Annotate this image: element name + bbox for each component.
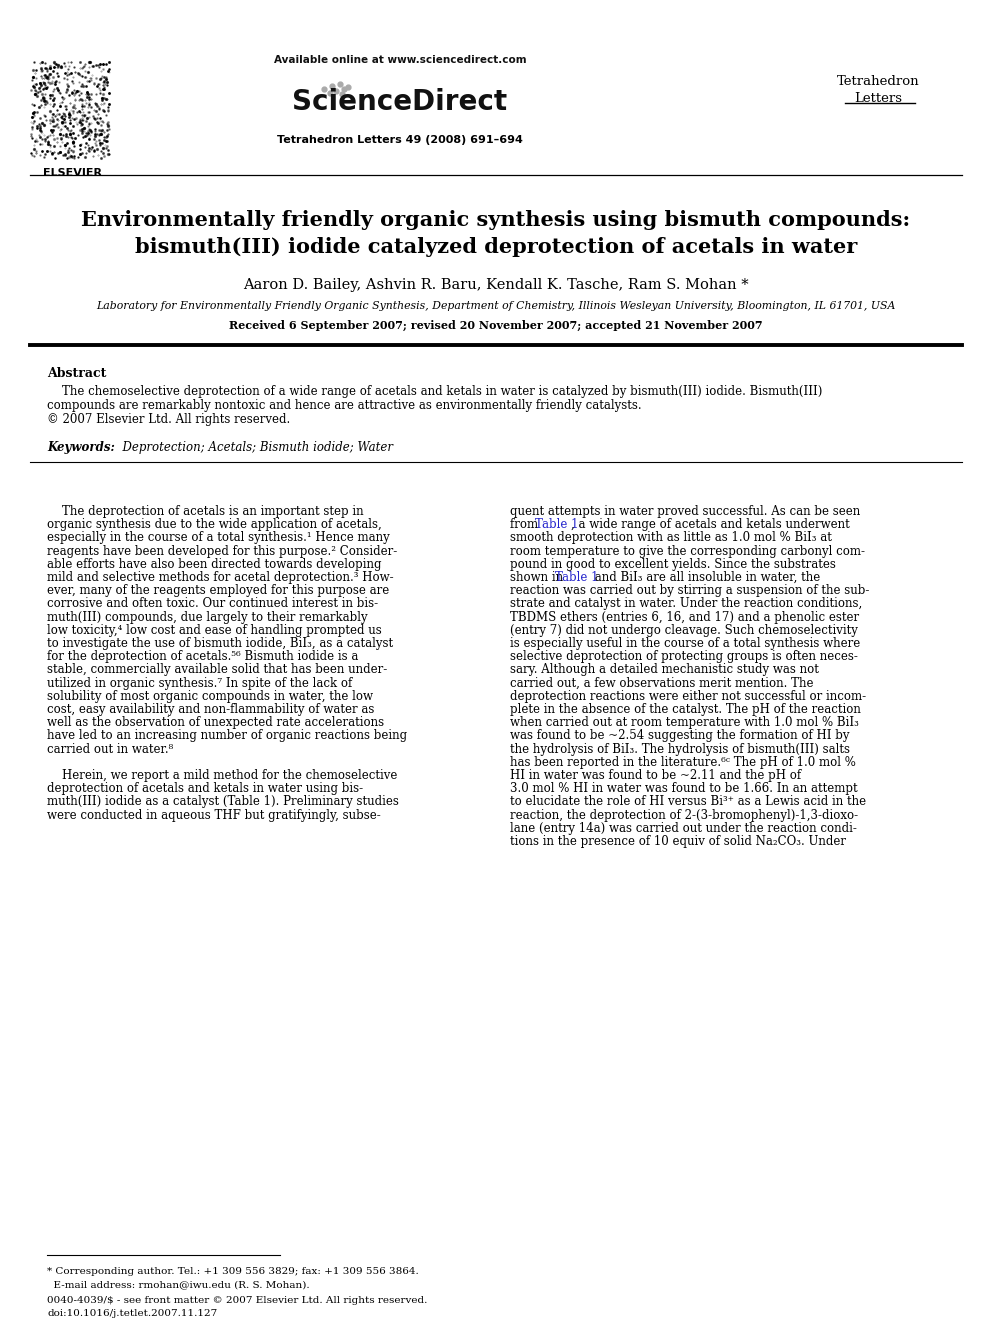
Text: Tetrahedron Letters 49 (2008) 691–694: Tetrahedron Letters 49 (2008) 691–694 [277,135,523,146]
Text: able efforts have also been directed towards developing: able efforts have also been directed tow… [47,558,382,570]
Text: tions in the presence of 10 equiv of solid Na₂CO₃. Under: tions in the presence of 10 equiv of sol… [510,835,846,848]
Text: selective deprotection of protecting groups is often neces-: selective deprotection of protecting gro… [510,650,858,663]
Text: corrosive and often toxic. Our continued interest in bis-: corrosive and often toxic. Our continued… [47,598,378,610]
Text: from: from [510,519,542,532]
Text: lane (entry 14a) was carried out under the reaction condi-: lane (entry 14a) was carried out under t… [510,822,857,835]
Text: to elucidate the role of HI versus Bi³⁺ as a Lewis acid in the: to elucidate the role of HI versus Bi³⁺ … [510,795,866,808]
Text: when carried out at room temperature with 1.0 mol % BiI₃: when carried out at room temperature wit… [510,716,859,729]
Text: utilized in organic synthesis.⁷ In spite of the lack of: utilized in organic synthesis.⁷ In spite… [47,676,352,689]
Text: compounds are remarkably nontoxic and hence are attractive as environmentally fr: compounds are remarkably nontoxic and he… [47,400,642,411]
Text: © 2007 Elsevier Ltd. All rights reserved.: © 2007 Elsevier Ltd. All rights reserved… [47,413,291,426]
Text: Abstract: Abstract [47,366,106,380]
Text: especially in the course of a total synthesis.¹ Hence many: especially in the course of a total synt… [47,532,390,544]
Text: the hydrolysis of BiI₃. The hydrolysis of bismuth(III) salts: the hydrolysis of BiI₃. The hydrolysis o… [510,742,850,755]
Text: ever, many of the reagents employed for this purpose are: ever, many of the reagents employed for … [47,585,389,597]
Text: E-mail address: rmohan@iwu.edu (R. S. Mohan).: E-mail address: rmohan@iwu.edu (R. S. Mo… [47,1279,310,1289]
Text: 0040-4039/$ - see front matter © 2007 Elsevier Ltd. All rights reserved.: 0040-4039/$ - see front matter © 2007 El… [47,1297,428,1304]
Text: was found to be ~2.54 suggesting the formation of HI by: was found to be ~2.54 suggesting the for… [510,729,849,742]
Text: solubility of most organic compounds in water, the low: solubility of most organic compounds in … [47,689,373,703]
Text: HI in water was found to be ~2.11 and the pH of: HI in water was found to be ~2.11 and th… [510,769,802,782]
Text: * Corresponding author. Tel.: +1 309 556 3829; fax: +1 309 556 3864.: * Corresponding author. Tel.: +1 309 556… [47,1267,419,1275]
Text: and BiI₃ are all insoluble in water, the: and BiI₃ are all insoluble in water, the [591,572,820,583]
Text: Environmentally friendly organic synthesis using bismuth compounds:: Environmentally friendly organic synthes… [81,210,911,230]
Text: muth(III) compounds, due largely to their remarkably: muth(III) compounds, due largely to thei… [47,611,368,623]
Text: mild and selective methods for acetal deprotection.³ How-: mild and selective methods for acetal de… [47,572,394,583]
Text: bismuth(III) iodide catalyzed deprotection of acetals in water: bismuth(III) iodide catalyzed deprotecti… [135,237,857,257]
Text: (entry 7) did not undergo cleavage. Such chemoselectivity: (entry 7) did not undergo cleavage. Such… [510,624,858,636]
Text: were conducted in aqueous THF but gratifyingly, subse-: were conducted in aqueous THF but gratif… [47,808,381,822]
Text: The chemoselective deprotection of a wide range of acetals and ketals in water i: The chemoselective deprotection of a wid… [47,385,822,398]
Text: The deprotection of acetals is an important step in: The deprotection of acetals is an import… [47,505,364,519]
Text: Tetrahedron: Tetrahedron [836,75,920,89]
Text: Deprotection; Acetals; Bismuth iodide; Water: Deprotection; Acetals; Bismuth iodide; W… [115,441,393,454]
Text: 3.0 mol % HI in water was found to be 1.66. In an attempt: 3.0 mol % HI in water was found to be 1.… [510,782,858,795]
Text: shown in: shown in [510,572,566,583]
Text: is especially useful in the course of a total synthesis where: is especially useful in the course of a … [510,636,860,650]
Text: well as the observation of unexpected rate accelerations: well as the observation of unexpected ra… [47,716,384,729]
Text: Received 6 September 2007; revised 20 November 2007; accepted 21 November 2007: Received 6 September 2007; revised 20 No… [229,320,763,331]
Text: have led to an increasing number of organic reactions being: have led to an increasing number of orga… [47,729,407,742]
Text: reagents have been developed for this purpose.² Consider-: reagents have been developed for this pu… [47,545,397,557]
Text: Letters: Letters [854,93,902,105]
Text: organic synthesis due to the wide application of acetals,: organic synthesis due to the wide applic… [47,519,382,532]
Text: carried out in water.⁸: carried out in water.⁸ [47,742,174,755]
Text: Table 1: Table 1 [556,572,599,583]
Text: low toxicity,⁴ low cost and ease of handling prompted us: low toxicity,⁴ low cost and ease of hand… [47,624,382,636]
Text: Aaron D. Bailey, Ashvin R. Baru, Kendall K. Tasche, Ram S. Mohan *: Aaron D. Bailey, Ashvin R. Baru, Kendall… [243,278,749,292]
Text: ELSEVIER: ELSEVIER [43,168,101,179]
Text: to investigate the use of bismuth iodide, BiI₃, as a catalyst: to investigate the use of bismuth iodide… [47,636,393,650]
Text: room temperature to give the corresponding carbonyl com-: room temperature to give the correspondi… [510,545,865,557]
Text: muth(III) iodide as a catalyst (Table 1). Preliminary studies: muth(III) iodide as a catalyst (Table 1)… [47,795,399,808]
Text: strate and catalyst in water. Under the reaction conditions,: strate and catalyst in water. Under the … [510,598,862,610]
Text: ScienceDirect: ScienceDirect [293,89,508,116]
Text: Keywords:: Keywords: [47,441,115,454]
Text: sary. Although a detailed mechanistic study was not: sary. Although a detailed mechanistic st… [510,663,818,676]
Text: plete in the absence of the catalyst. The pH of the reaction: plete in the absence of the catalyst. Th… [510,703,861,716]
Text: deprotection reactions were either not successful or incom-: deprotection reactions were either not s… [510,689,866,703]
Text: quent attempts in water proved successful. As can be seen: quent attempts in water proved successfu… [510,505,860,519]
Text: reaction was carried out by stirring a suspension of the sub-: reaction was carried out by stirring a s… [510,585,869,597]
Text: doi:10.1016/j.tetlet.2007.11.127: doi:10.1016/j.tetlet.2007.11.127 [47,1308,217,1318]
Text: reaction, the deprotection of 2-(3-bromophenyl)-1,3-dioxo-: reaction, the deprotection of 2-(3-bromo… [510,808,858,822]
Text: TBDMS ethers (entries 6, 16, and 17) and a phenolic ester: TBDMS ethers (entries 6, 16, and 17) and… [510,611,859,623]
Text: for the deprotection of acetals.⁵⁶ Bismuth iodide is a: for the deprotection of acetals.⁵⁶ Bismu… [47,650,358,663]
Text: Herein, we report a mild method for the chemoselective: Herein, we report a mild method for the … [47,769,398,782]
Text: carried out, a few observations merit mention. The: carried out, a few observations merit me… [510,676,813,689]
Text: Available online at www.sciencedirect.com: Available online at www.sciencedirect.co… [274,56,527,65]
Text: , a wide range of acetals and ketals underwent: , a wide range of acetals and ketals und… [570,519,849,532]
Text: cost, easy availability and non-flammability of water as: cost, easy availability and non-flammabi… [47,703,374,716]
Text: has been reported in the literature.⁶ᶜ The pH of 1.0 mol %: has been reported in the literature.⁶ᶜ T… [510,755,856,769]
Text: Laboratory for Environmentally Friendly Organic Synthesis, Department of Chemist: Laboratory for Environmentally Friendly … [96,302,896,311]
Text: smooth deprotection with as little as 1.0 mol % BiI₃ at: smooth deprotection with as little as 1.… [510,532,832,544]
Text: stable, commercially available solid that has been under-: stable, commercially available solid tha… [47,663,387,676]
Text: deprotection of acetals and ketals in water using bis-: deprotection of acetals and ketals in wa… [47,782,363,795]
Text: Table 1: Table 1 [536,519,578,532]
Text: pound in good to excellent yields. Since the substrates: pound in good to excellent yields. Since… [510,558,836,570]
